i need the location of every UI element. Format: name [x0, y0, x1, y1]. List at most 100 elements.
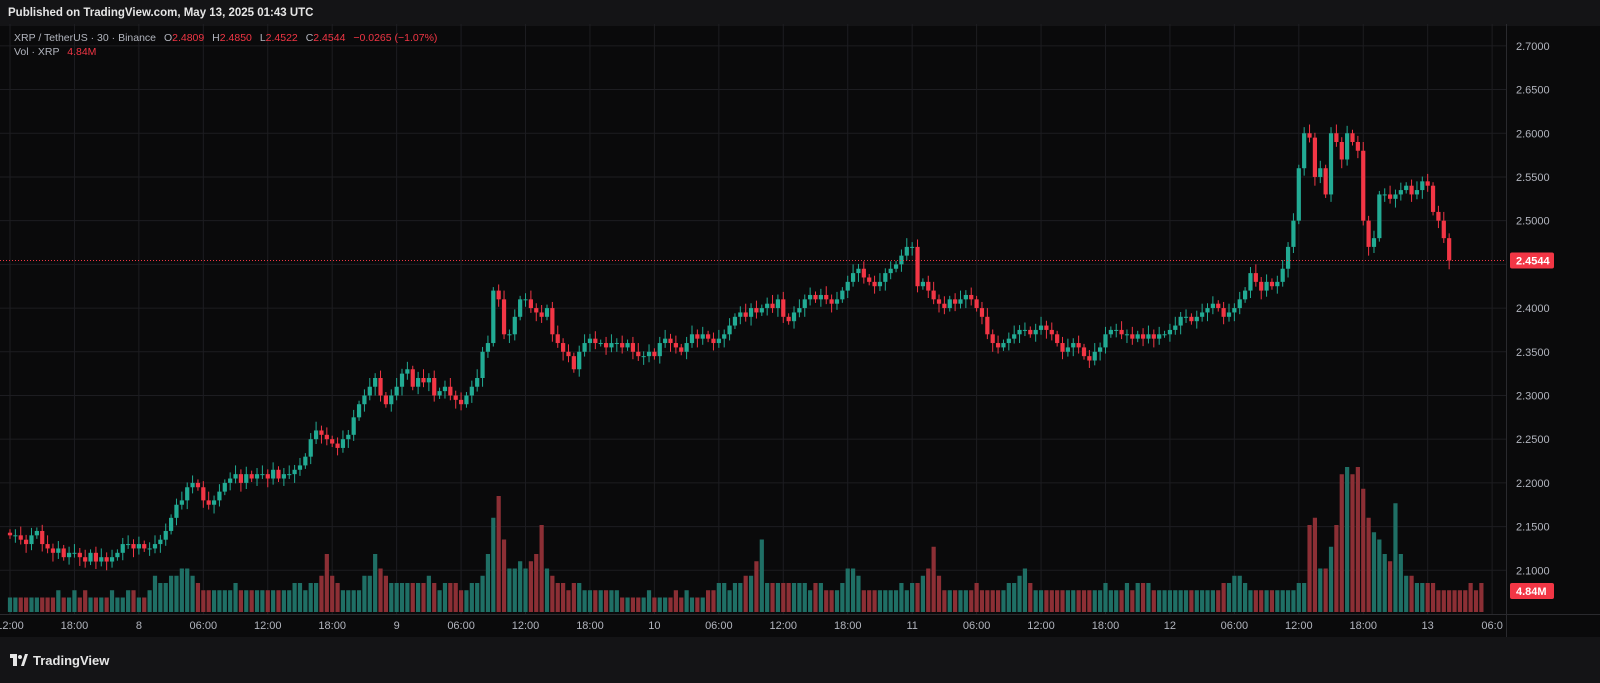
- volume-bar: [845, 568, 850, 612]
- candle-body: [287, 474, 292, 476]
- candle-body: [1345, 133, 1350, 160]
- volume-bar: [1243, 583, 1248, 612]
- candle-body: [1275, 281, 1280, 287]
- candle-body: [1430, 185, 1436, 212]
- candle-body: [1022, 329, 1028, 331]
- candle-body: [1441, 220, 1446, 239]
- volume-bar: [1339, 474, 1344, 612]
- candle-body: [448, 386, 453, 396]
- volume-bar: [818, 583, 823, 612]
- volume-bar: [18, 597, 23, 612]
- volume-bar: [29, 597, 34, 612]
- volume-bar: [367, 575, 372, 612]
- brand-name: TradingView: [33, 652, 110, 668]
- volume-bar: [673, 590, 678, 612]
- volume-bar: [1033, 590, 1038, 612]
- candle-body: [759, 308, 764, 313]
- volume-bar: [1264, 590, 1269, 612]
- candle-body: [1178, 316, 1183, 326]
- volume-bar: [754, 561, 759, 612]
- volume-bar: [990, 590, 995, 612]
- volume-bar: [7, 597, 13, 612]
- volume-bar: [748, 575, 754, 612]
- time-tick-label: 18:00: [1092, 620, 1120, 632]
- candle-body: [781, 299, 786, 317]
- volume-bar: [163, 583, 168, 612]
- candle-body: [534, 308, 539, 313]
- volume-legend: Vol · XRP 4.84M: [14, 45, 437, 59]
- candle-body: [507, 334, 512, 336]
- time-tick-label: 11: [906, 620, 917, 632]
- volume-bar: [1012, 583, 1017, 612]
- candle-body: [174, 504, 179, 518]
- candle-body: [163, 530, 168, 540]
- volume-bar: [700, 597, 705, 612]
- volume-bar: [1173, 590, 1178, 612]
- volume-bar: [1108, 590, 1113, 612]
- candle-body: [1119, 329, 1124, 335]
- volume-bar: [636, 597, 641, 612]
- candle-body: [657, 343, 662, 357]
- candle-body: [888, 268, 893, 274]
- volume-bar: [115, 597, 120, 612]
- candle-body: [1071, 343, 1076, 348]
- candle-body: [518, 299, 523, 317]
- volume-bar: [947, 590, 952, 612]
- volume-bar: [40, 597, 45, 612]
- volume-bar: [663, 597, 668, 612]
- volume-bar: [1006, 583, 1011, 612]
- candle-body: [550, 308, 555, 335]
- close-label: C: [305, 32, 314, 44]
- candle-body: [1081, 347, 1087, 357]
- candle-body: [1028, 329, 1033, 335]
- candle-body: [1151, 334, 1156, 339]
- candle-body: [83, 557, 88, 562]
- close-value: 2.4544: [313, 32, 346, 44]
- volume-bar: [373, 554, 378, 612]
- candle-body: [673, 343, 678, 348]
- candle-body: [1243, 290, 1248, 300]
- candle-body: [437, 391, 442, 396]
- volume-bar: [136, 597, 141, 612]
- volume-bar: [899, 583, 904, 612]
- candle-body: [1216, 303, 1221, 309]
- volume-bar: [1473, 590, 1479, 612]
- volume-bar: [711, 590, 716, 612]
- candle-body: [625, 343, 630, 348]
- volume-bar: [1157, 590, 1162, 612]
- volume-bar: [1447, 590, 1452, 612]
- candle-body: [910, 246, 915, 248]
- candle-body: [464, 395, 469, 405]
- volume-bar: [603, 590, 609, 612]
- volume-bar: [1226, 583, 1232, 612]
- volume-bar: [716, 583, 721, 612]
- candle-body: [276, 469, 281, 479]
- candle-body: [582, 343, 587, 352]
- candle-body: [706, 334, 711, 339]
- candle-body: [1339, 142, 1344, 160]
- volume-bar: [1183, 590, 1189, 612]
- candle-body: [598, 343, 603, 345]
- volume-bar: [217, 590, 222, 612]
- price-chart[interactable]: 2.70002.65002.60002.55002.50002.45002.40…: [0, 24, 1600, 637]
- tradingview-logo[interactable]: TradingView: [10, 653, 109, 668]
- volume-bar: [614, 590, 619, 612]
- candle-body: [727, 325, 732, 335]
- volume-bar: [555, 583, 560, 612]
- candle-body: [861, 268, 866, 278]
- candle-body: [1210, 303, 1215, 309]
- candle-body: [1087, 356, 1092, 361]
- volume-bar: [185, 568, 190, 612]
- volume-bar: [1038, 590, 1044, 612]
- candle-body: [131, 544, 136, 549]
- volume-bar: [867, 590, 872, 612]
- candle-body: [1285, 246, 1291, 269]
- volume-bar: [158, 583, 163, 612]
- candle-body: [265, 474, 270, 479]
- volume-bar: [1463, 590, 1468, 612]
- candle-body: [485, 343, 491, 352]
- candle-body: [609, 343, 614, 348]
- volume-bar: [1468, 583, 1473, 612]
- volume-bar: [1436, 590, 1441, 612]
- candle-body: [936, 299, 942, 304]
